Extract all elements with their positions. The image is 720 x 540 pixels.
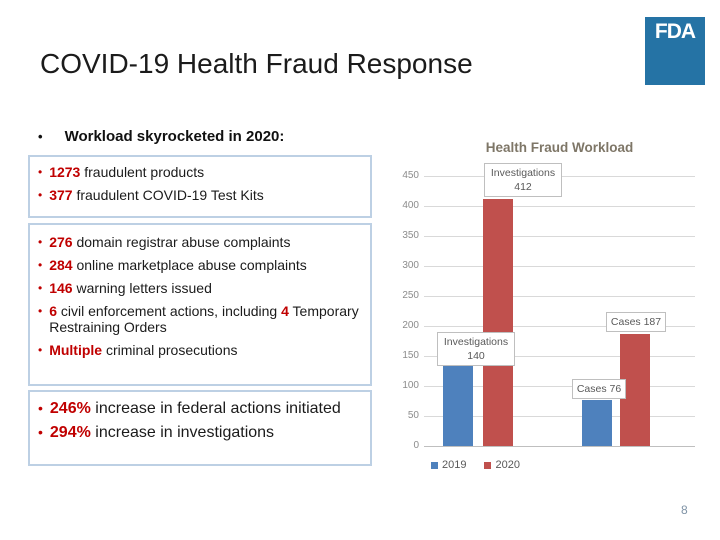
list-item-text: 377 fraudulent COVID-19 Test Kits xyxy=(49,187,264,203)
list-item: • 146 warning letters issued xyxy=(38,280,366,296)
highlight-number: 4 xyxy=(281,303,289,319)
bar-investigations-2020 xyxy=(483,198,513,446)
bullet-icon: • xyxy=(38,304,43,318)
bullet-icon: • xyxy=(38,129,43,144)
fda-logo: FDA xyxy=(645,17,705,85)
list-item: • 276 domain registrar abuse complaints xyxy=(38,234,366,250)
page-number: 8 xyxy=(681,503,688,517)
bullet-icon: • xyxy=(38,400,43,416)
list-item-text: 6 civil enforcement actions, including 4… xyxy=(49,303,366,335)
highlight-number: 377 xyxy=(49,187,77,203)
legend-label: 2020 xyxy=(495,459,520,471)
y-axis-tick-label: 450 xyxy=(402,170,419,181)
legend-entry-2020: 2020 xyxy=(484,459,520,471)
list-item: • 246% increase in federal actions initia… xyxy=(38,398,366,419)
data-label: Cases 187 xyxy=(606,312,666,333)
plain-text: fraudulent products xyxy=(84,164,205,180)
highlight-number: Multiple xyxy=(49,342,106,358)
highlight-number: 284 xyxy=(49,257,77,273)
highlight-number: 146 xyxy=(49,280,77,296)
intro-bullet-line: • Workload skyrocketed in 2020: xyxy=(38,128,284,146)
gridline xyxy=(424,236,695,237)
health-fraud-workload-chart: Health Fraud Workload 2019 2020 0 50 100 150… xyxy=(385,133,710,478)
legend-entry-2019: 2019 xyxy=(431,459,466,471)
list-item-text: 284 online marketplace abuse complaints xyxy=(49,257,307,273)
chart-legend: 2019 2020 xyxy=(431,459,520,471)
data-label: Investigations 140 xyxy=(437,332,515,367)
bullet-icon: • xyxy=(38,258,43,272)
gridline xyxy=(424,446,695,447)
plain-text: domain registrar abuse complaints xyxy=(76,234,291,250)
bullet-icon: • xyxy=(38,343,43,357)
list-item-text: 146 warning letters issued xyxy=(49,280,212,296)
y-axis-tick-label: 100 xyxy=(402,380,419,391)
y-axis-tick-label: 0 xyxy=(413,440,419,451)
legend-swatch-icon xyxy=(431,461,438,469)
bar-cases-2019 xyxy=(582,400,612,446)
page-title: COVID-19 Health Fraud Response xyxy=(40,48,473,79)
list-item: • 294% increase in investigations xyxy=(38,422,366,443)
list-item: • 377 fraudulent COVID-19 Test Kits xyxy=(38,187,366,203)
highlight-number: 6 xyxy=(49,303,61,319)
y-axis-tick-label: 150 xyxy=(402,350,419,361)
y-axis-tick-label: 200 xyxy=(402,320,419,331)
y-axis-tick-label: 50 xyxy=(407,410,419,421)
list-item-text: 276 domain registrar abuse complaints xyxy=(49,234,290,250)
gridline xyxy=(424,326,695,327)
chart-title: Health Fraud Workload xyxy=(485,140,634,155)
y-axis-tick-label: 300 xyxy=(402,260,419,271)
increase-stats-box: • 246% increase in federal actions initia… xyxy=(28,390,372,466)
list-item: • 1273 fraudulent products xyxy=(38,164,366,180)
highlight-number: 276 xyxy=(49,234,77,250)
y-axis-tick-label: 250 xyxy=(402,290,419,301)
plain-text: Temporary Restraining Orders xyxy=(49,303,359,335)
gridline xyxy=(424,206,695,207)
plain-text: fraudulent COVID-19 Test Kits xyxy=(76,187,264,203)
plain-text: criminal prosecutions xyxy=(105,342,238,358)
bar-investigations-2019 xyxy=(443,362,473,446)
data-label: Cases 76 xyxy=(572,379,626,400)
y-axis-tick-label: 400 xyxy=(402,200,419,211)
list-item: • 284 online marketplace abuse complaints xyxy=(38,257,366,273)
plain-text: civil enforcement actions, including xyxy=(60,303,282,319)
bullet-icon: • xyxy=(38,165,43,179)
highlight-number: 294% xyxy=(49,424,96,441)
gridline xyxy=(424,416,695,417)
list-item-text: 294% increase in investigations xyxy=(50,422,274,443)
bullet-icon: • xyxy=(38,235,43,249)
gridline xyxy=(424,296,695,297)
legend-label: 2019 xyxy=(442,459,467,471)
y-axis-tick-label: 350 xyxy=(402,230,419,241)
fraud-products-box: • 1273 fraudulent products • 377 fraudulent… xyxy=(28,155,372,218)
list-item-text: 246% increase in federal actions initiat… xyxy=(50,398,341,419)
plain-text: increase in federal actions initiated xyxy=(95,400,341,417)
list-item-text: Multiple criminal prosecutions xyxy=(49,342,237,358)
gridline xyxy=(424,356,695,357)
gridline xyxy=(424,266,695,267)
plain-text: online marketplace abuse complaints xyxy=(76,257,307,273)
highlight-number: 246% xyxy=(49,400,96,417)
list-item: • Multiple criminal prosecutions xyxy=(38,342,366,358)
data-label: Investigations 412 xyxy=(484,163,562,198)
intro-bullet-text: Workload skyrocketed in 2020: xyxy=(64,128,285,145)
list-item: • 6 civil enforcement actions, including … xyxy=(38,303,366,335)
plain-text: increase in investigations xyxy=(95,424,275,441)
bullet-icon: • xyxy=(38,281,43,295)
list-item-text: 1273 fraudulent products xyxy=(49,164,204,180)
highlight-number: 1273 xyxy=(49,164,85,180)
legend-swatch-icon xyxy=(484,461,492,469)
plain-text: warning letters issued xyxy=(76,280,212,296)
gridline xyxy=(424,386,695,387)
enforcement-actions-box: • 276 domain registrar abuse complaints • 2… xyxy=(28,223,372,386)
bullet-icon: • xyxy=(38,188,43,202)
bullet-icon: • xyxy=(38,424,43,440)
